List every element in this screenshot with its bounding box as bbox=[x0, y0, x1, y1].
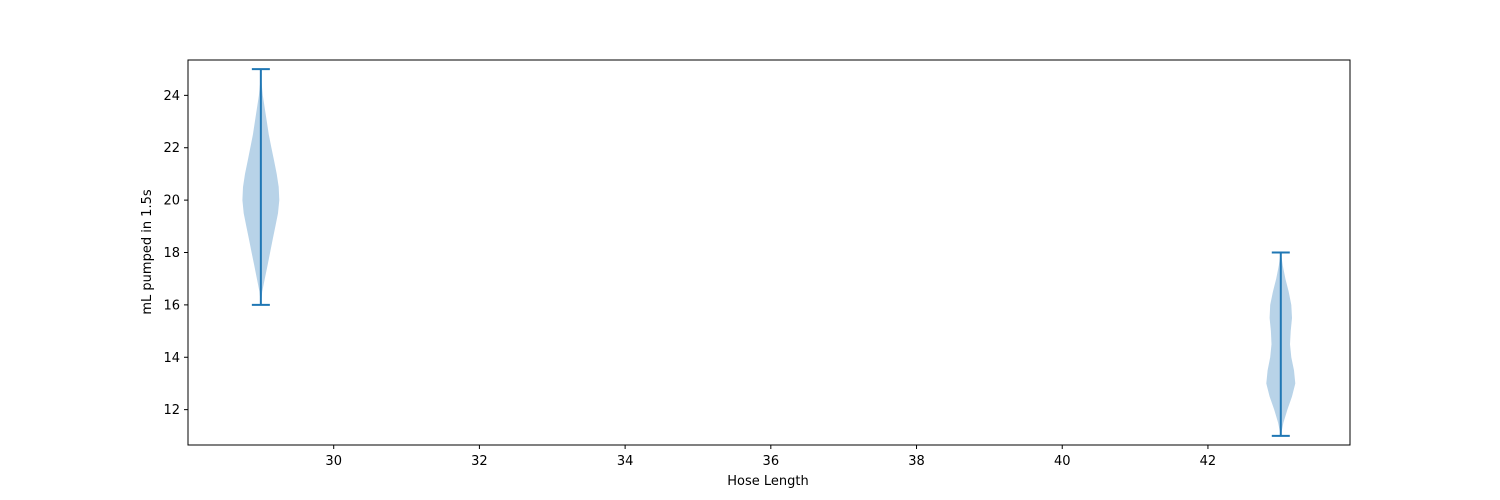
plot-area bbox=[187, 59, 1351, 446]
x-axis-label: Hose Length bbox=[727, 474, 808, 489]
y-axis-label: mL pumped in 1.5s bbox=[140, 189, 155, 314]
y-tick-label: 12 bbox=[163, 403, 180, 418]
x-tick-label: 30 bbox=[325, 454, 342, 469]
x-tick-label: 32 bbox=[471, 454, 488, 469]
x-tick-label: 36 bbox=[763, 454, 780, 469]
x-tick-label: 34 bbox=[617, 454, 634, 469]
y-tick-label: 22 bbox=[163, 141, 180, 156]
y-tick-label: 20 bbox=[163, 194, 180, 209]
y-tick-label: 14 bbox=[163, 351, 180, 366]
y-tick-label: 18 bbox=[163, 246, 180, 261]
plot-frame bbox=[187, 59, 1351, 446]
violin-1 bbox=[242, 68, 280, 306]
x-tick-label: 42 bbox=[1200, 454, 1217, 469]
x-axis-ticks: 30 32 34 36 38 40 42 bbox=[325, 445, 1216, 469]
y-tick-label: 16 bbox=[163, 298, 180, 313]
y-axis-ticks: 12 14 16 18 20 22 24 bbox=[163, 89, 188, 418]
violin-2 bbox=[1266, 251, 1296, 437]
violin-series bbox=[242, 68, 1296, 437]
x-tick-label: 38 bbox=[908, 454, 925, 469]
y-tick-label: 24 bbox=[163, 89, 180, 104]
x-tick-label: 40 bbox=[1054, 454, 1071, 469]
